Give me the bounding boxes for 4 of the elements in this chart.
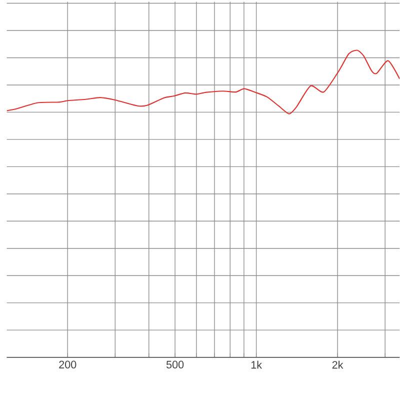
x-tick-label: 500: [166, 360, 184, 369]
x-tick-label: 1k: [251, 360, 262, 369]
x-tick-label: 200: [59, 360, 76, 369]
x-tick-label: 2k: [332, 360, 344, 369]
